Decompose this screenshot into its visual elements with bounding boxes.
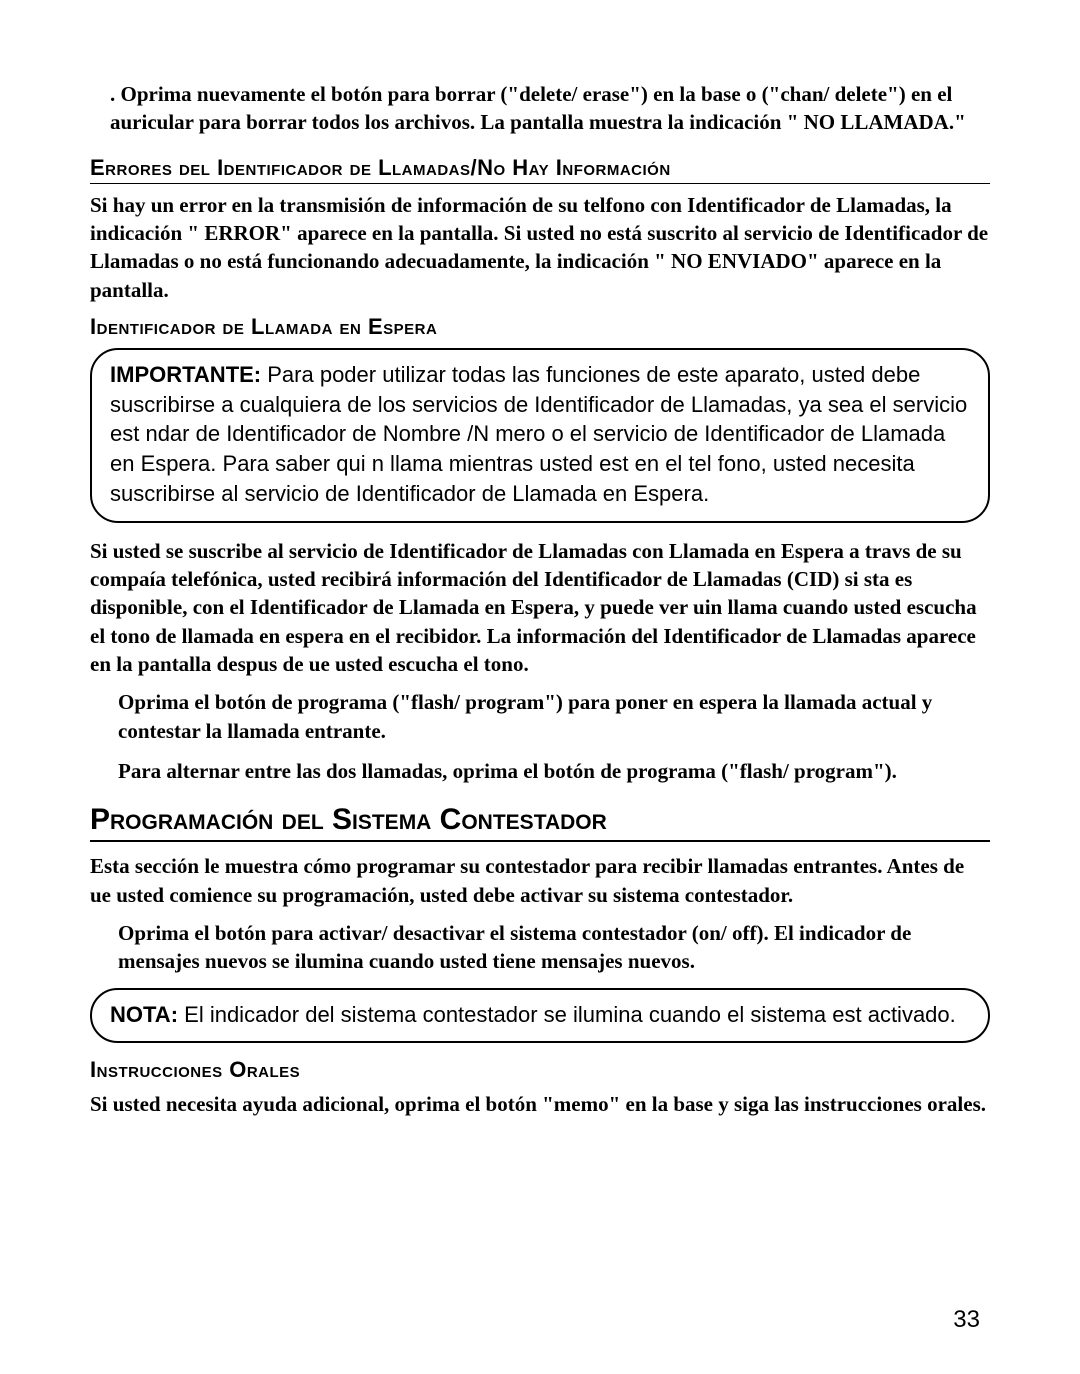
call-waiting-heading: Identificador de Llamada en Espera [90, 314, 990, 340]
delete-step-text: . Oprima nuevamente el botón para borrar… [110, 82, 966, 134]
importante-label: IMPORTANTE: [110, 362, 261, 387]
importante-callout: IMPORTANTE: Para poder utilizar todas la… [90, 348, 990, 522]
oral-heading: Instrucciones Orales [90, 1057, 990, 1083]
delete-step: . Oprima nuevamente el botón para borrar… [90, 80, 990, 137]
errors-paragraph: Si hay un error en la transmisión de inf… [90, 191, 990, 304]
errors-heading: Errores del Identificador de Llamadas/No… [90, 155, 990, 184]
section-title: Programación del Sistema Contestador [90, 803, 990, 842]
nota-body: El indicador del sistema contestador se … [178, 1002, 956, 1027]
nota-label: NOTA: [110, 1002, 178, 1027]
page-number: 33 [953, 1306, 980, 1334]
subscribe-paragraph: Si usted se suscribe al servicio de Iden… [90, 537, 990, 679]
onoff-step: Oprima el botón para activar/ desactivar… [90, 919, 990, 976]
flash-step-2: Para alternar entre las dos llamadas, op… [90, 757, 990, 785]
flash-step-1: Oprima el botón de programa ("flash/ pro… [90, 688, 990, 745]
page-content: . Oprima nuevamente el botón para borrar… [90, 80, 990, 1119]
section-intro: Esta sección le muestra cómo programar s… [90, 852, 990, 909]
oral-paragraph: Si usted necesita ayuda adicional, oprim… [90, 1090, 990, 1118]
nota-callout: NOTA: El indicador del sistema contestad… [90, 988, 990, 1044]
